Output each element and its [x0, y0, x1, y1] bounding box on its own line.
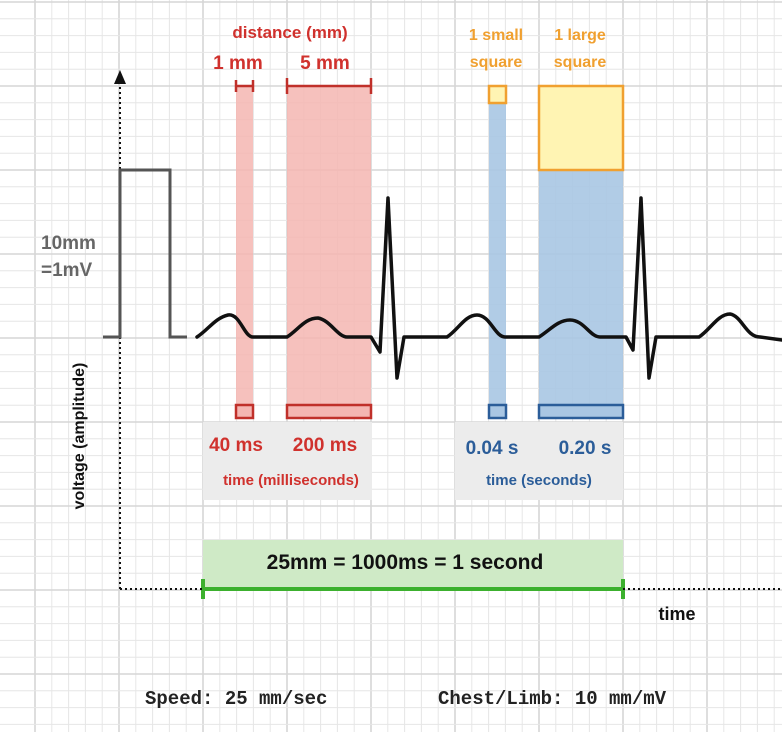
one-mm-bracket	[234, 80, 255, 92]
speed-label: Speed: 25 mm/sec	[145, 688, 327, 710]
calibration-label-2: =1mV	[41, 260, 93, 281]
distance-title: distance (mm)	[232, 23, 347, 42]
calibration-label-1: 10mm	[41, 233, 96, 254]
large-square-label-1: 1 large	[554, 27, 606, 44]
s-004-box	[487, 403, 508, 420]
large-square-marker	[537, 84, 625, 172]
one-mm-band	[236, 86, 253, 418]
s-caption-panel	[455, 422, 623, 500]
s-caption: time (seconds)	[486, 472, 592, 489]
ms-200-label: 200 ms	[293, 435, 357, 456]
ms-40-box	[234, 403, 255, 420]
small-square-label-2: square	[470, 54, 523, 71]
voltage-axis-label: voltage (amplitude)	[71, 363, 88, 510]
s-004-label: 0.04 s	[466, 438, 519, 459]
s-020-label: 0.20 s	[559, 438, 612, 459]
ms-caption-panel	[203, 422, 372, 500]
five-mm-bracket	[285, 78, 373, 94]
s-020-box	[537, 403, 625, 420]
paper-speed-equivalence: 25mm = 1000ms = 1 second	[267, 551, 544, 574]
one-second-band	[203, 540, 623, 590]
chest-limb-label: Chest/Limb: 10 mm/mV	[438, 688, 667, 710]
ms-200-box	[285, 403, 373, 420]
time-axis-label: time	[658, 604, 695, 624]
five-mm-band	[287, 86, 371, 418]
small-square-label-1: 1 small	[469, 27, 523, 44]
large-square-band	[539, 170, 623, 418]
ms-40-label: 40 ms	[209, 435, 263, 456]
one-mm-label: 1 mm	[213, 53, 263, 74]
small-square-marker	[487, 84, 508, 105]
calibration-pulse	[103, 168, 187, 339]
voltage-axis-arrowhead	[114, 70, 126, 84]
large-square-label-2: square	[554, 54, 607, 71]
five-mm-label: 5 mm	[300, 53, 350, 74]
small-square-band	[489, 102, 506, 418]
ecg-trace	[195, 196, 782, 380]
ms-caption: time (milliseconds)	[223, 472, 359, 489]
